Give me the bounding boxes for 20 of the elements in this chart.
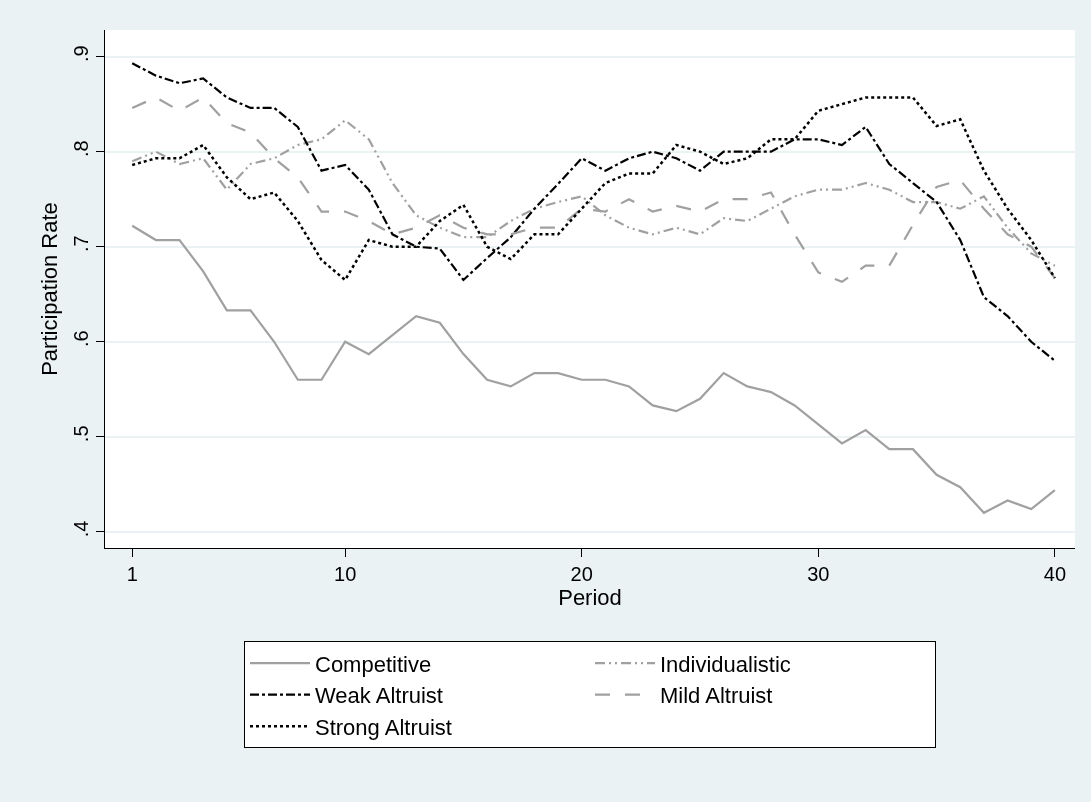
legend-label: Competitive — [315, 651, 432, 677]
line-series — [131, 62, 1056, 362]
y-tick-label: .9 — [70, 45, 92, 62]
x-tick-label: 20 — [570, 563, 593, 585]
x-tick-label: 10 — [334, 563, 357, 585]
legend-label: Strong Altruist — [315, 714, 452, 740]
x-tick-label: 40 — [1043, 563, 1067, 585]
legend-label: Mild Altruist — [660, 683, 773, 709]
x-axis-title: Period — [558, 585, 622, 610]
y-tick-label: .6 — [70, 330, 92, 348]
x-tick-label: 1 — [126, 563, 138, 585]
y-tick-label: .7 — [70, 235, 92, 253]
y-axis-title: Participation Rate — [36, 202, 62, 376]
legend-label: Weak Altruist — [315, 683, 443, 709]
y-tick-label: .4 — [70, 520, 92, 538]
y-tick-label: .5 — [70, 425, 92, 443]
legend-label: Individualistic — [660, 651, 791, 677]
line-series — [131, 224, 1056, 514]
x-tick-label: 30 — [807, 563, 830, 585]
y-tick-label: .8 — [70, 140, 92, 157]
